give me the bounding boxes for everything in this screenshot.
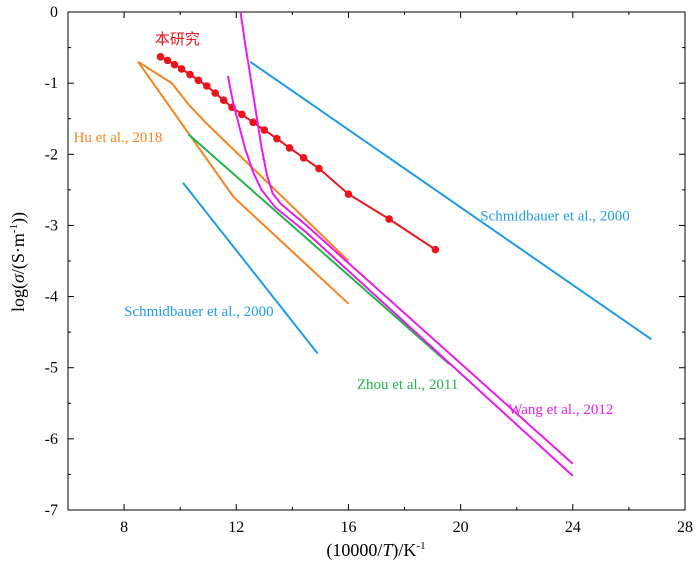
series-line-wang-et-al-2012 — [239, 11, 574, 465]
data-point — [344, 190, 353, 198]
x-tick-label: 8 — [120, 519, 128, 536]
x-tick-label: 20 — [453, 519, 469, 536]
y-axis-label-mid: /(S·m — [8, 233, 29, 274]
y-tick-label: -5 — [45, 360, 58, 377]
x-tick-label: 24 — [565, 519, 581, 536]
y-axis-label-sup: -1 — [8, 224, 20, 233]
data-point — [177, 65, 186, 73]
series-zhou-et-al-2011 — [187, 133, 451, 365]
plot-frame — [67, 11, 686, 511]
x-axis-label-suffix: )/K — [392, 540, 416, 561]
data-point — [194, 76, 203, 85]
series-wang-et-al-2012 — [226, 11, 574, 477]
data-point — [219, 96, 228, 105]
y-tick-label: -3 — [45, 217, 58, 234]
y-tick-label: -6 — [45, 431, 58, 448]
data-point — [156, 53, 165, 61]
y-tick-label: -4 — [45, 289, 58, 306]
y-axis-label: log(σ/(S·m-1)) — [8, 212, 29, 312]
x-tick-label: 28 — [677, 519, 693, 536]
data-point — [170, 60, 179, 69]
data-point — [273, 134, 281, 143]
data-point — [163, 56, 172, 65]
data-point — [385, 215, 393, 223]
data-point — [260, 126, 269, 134]
x-axis-label: (10000/T)/K-1 — [326, 540, 425, 561]
data-point — [285, 144, 294, 152]
x-axis-label-prefix: (10000/ — [326, 540, 382, 561]
annotation-schmidbauer-et-al-2000: Schmidbauer et al., 2000 — [480, 208, 630, 224]
data-point — [203, 82, 211, 90]
y-tick-label: -2 — [45, 146, 58, 163]
x-axis-label-var: T — [382, 540, 394, 560]
data-point — [238, 110, 246, 119]
annotation-zhou-et-al-2011: Zhou et al., 2011 — [357, 377, 459, 393]
axis-ticks: 8 12 16 20 24 28 0 -1 -2 -3 -4 -5 -6 -7 — [45, 4, 693, 536]
annotation-this-study: 本研究 — [155, 30, 200, 48]
y-tick-label: 0 — [50, 4, 58, 21]
series-this-study — [156, 53, 440, 254]
data-point — [431, 245, 440, 254]
annotation-schmidbauer-et-al-2000: Schmidbauer et al., 2000 — [124, 304, 274, 320]
y-axis-label-var: σ — [8, 273, 28, 283]
series-line-hu-et-al-2018 — [137, 61, 350, 305]
y-tick-label: -7 — [45, 502, 58, 519]
x-axis-label-sup: -1 — [416, 540, 425, 552]
series-line-zhou-et-al-2011 — [187, 133, 451, 365]
series-schmidbauer-et-al-2000 — [182, 60, 652, 355]
annotation-hu-et-al-2018: Hu et al., 2018 — [74, 130, 163, 146]
series-line-wang-et-al-2012 — [226, 75, 574, 477]
data-point — [186, 70, 194, 79]
series-layer — [137, 11, 652, 477]
series-line-schmidbauer-et-al-2000 — [182, 182, 319, 355]
data-point — [299, 154, 308, 162]
data-point — [249, 118, 257, 127]
annotation-wang-et-al-2012: Wang et al., 2012 — [508, 402, 613, 418]
annotation-layer: 本研究 Hu et al., 2018 Schmidbauer et al., 20… — [74, 30, 630, 418]
x-tick-label: 16 — [340, 519, 356, 536]
series-hu-et-al-2018 — [137, 60, 350, 305]
x-tick-label: 12 — [228, 519, 244, 536]
series-line-schmidbauer-et-al-2000 — [249, 60, 652, 341]
data-point — [315, 164, 323, 173]
y-tick-label: -1 — [45, 75, 58, 92]
series-line-hu-et-al-2018 — [137, 60, 350, 262]
y-axis-label-prefix: log( — [8, 283, 29, 312]
y-axis-label-suffix: )) — [8, 212, 29, 224]
data-point — [211, 89, 220, 97]
